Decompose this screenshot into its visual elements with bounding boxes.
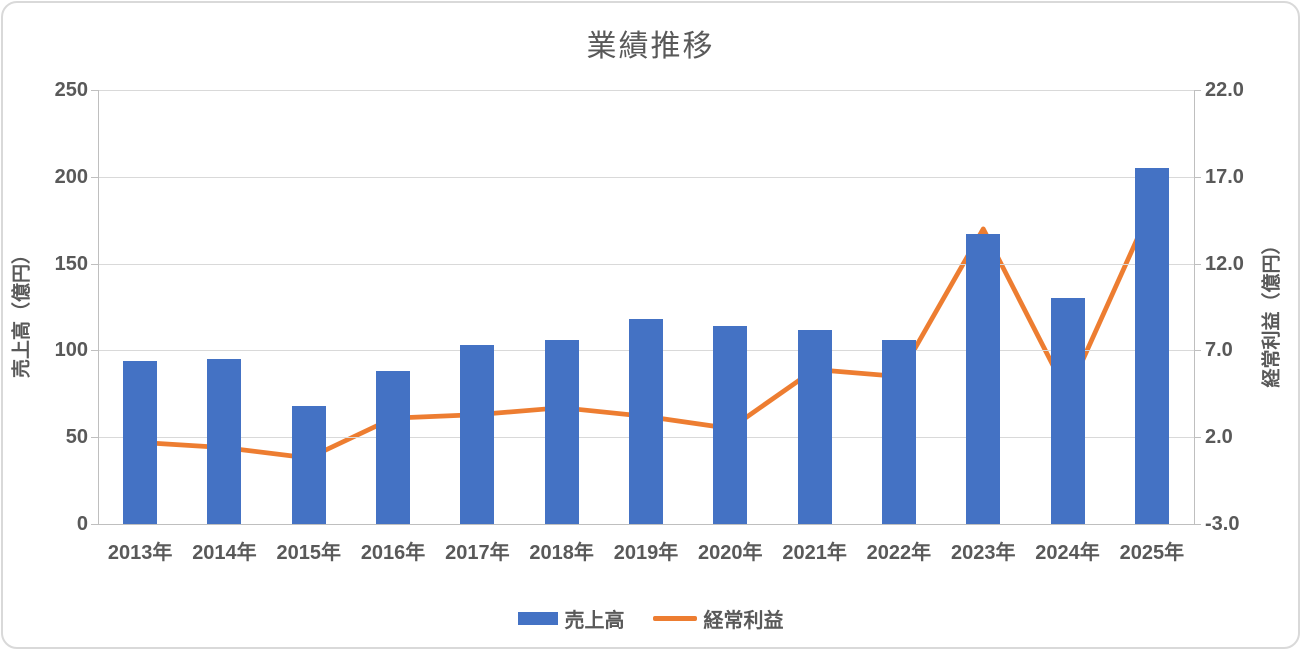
y-left-tick: 0 [76, 513, 88, 535]
y-left-tick: 150 [54, 252, 88, 275]
bar-2025年 [1134, 168, 1169, 524]
bar-2022年 [881, 339, 916, 524]
right-axis-tick [1194, 176, 1201, 178]
y-right-tick: 7.0 [1205, 339, 1233, 362]
right-axis-tick [1194, 90, 1201, 91]
left-axis [98, 90, 99, 524]
x-label-2019年: 2019年 [613, 542, 679, 564]
legend-bar-swatch [517, 612, 558, 625]
y-right-tick: 17.0 [1205, 165, 1244, 188]
x-label-2014年: 2014年 [192, 542, 257, 564]
x-label-2022年: 2022年 [866, 542, 932, 564]
x-label-2021年: 2021年 [782, 542, 847, 564]
bar-2018年 [544, 339, 579, 524]
x-label-2018年: 2018年 [529, 542, 594, 564]
bar-2013年 [123, 360, 158, 524]
legend-item-経常利益: 経常利益 [652, 604, 784, 633]
x-label-2015年: 2015年 [276, 542, 342, 564]
x-label-2024年: 2024年 [1035, 542, 1100, 564]
bar-2021年 [797, 329, 832, 524]
gridline [98, 263, 1194, 265]
bottom-axis [91, 524, 1201, 525]
right-axis-tick [1194, 437, 1201, 439]
y-right-tick: 12.0 [1205, 252, 1244, 275]
y-left-tick: 250 [54, 79, 88, 101]
x-label-2025年: 2025年 [1119, 542, 1185, 564]
bar-2024年 [1050, 298, 1085, 524]
legend-label: 売上高 [564, 610, 625, 632]
legend-item-売上高: 売上高 [517, 604, 625, 633]
x-label-2017年: 2017年 [445, 542, 510, 564]
gridline [98, 176, 1194, 178]
y-left-tick: 200 [54, 165, 88, 188]
bar-2020年 [713, 326, 748, 524]
legend-label: 経常利益 [703, 610, 784, 632]
right-axis-tick [1194, 263, 1201, 265]
right-axis-title: 経常利益（億円） [1261, 235, 1283, 388]
x-label-2016年: 2016年 [360, 542, 426, 564]
left-axis-tick [91, 90, 98, 91]
bar-2015年 [291, 405, 326, 524]
bar-2014年 [207, 359, 242, 524]
legend-line-swatch [652, 616, 697, 621]
x-label-2020年: 2020年 [698, 542, 763, 564]
y-right-tick: 22.0 [1205, 79, 1244, 101]
left-axis-tick [91, 350, 98, 352]
right-axis-tick [1194, 350, 1201, 352]
left-axis-tick [91, 263, 98, 265]
y-right-tick: -3.0 [1205, 513, 1240, 535]
bar-2019年 [629, 319, 663, 524]
bar-2023年 [966, 234, 1001, 524]
left-axis-tick [91, 437, 98, 439]
left-axis-tick [91, 176, 98, 178]
y-left-tick: 100 [54, 339, 88, 362]
bar-2016年 [376, 371, 411, 524]
chart-title: 業績推移 [586, 30, 715, 63]
right-axis [1194, 90, 1195, 524]
gridline [98, 90, 1194, 91]
legend: 売上高 経常利益 [3, 604, 1298, 633]
y-right-tick: 2.0 [1205, 426, 1233, 449]
y-left-tick: 50 [65, 426, 88, 449]
bar-2017年 [460, 345, 495, 524]
x-label-2013年: 2013年 [107, 542, 173, 564]
x-label-2023年: 2023年 [950, 542, 1016, 564]
